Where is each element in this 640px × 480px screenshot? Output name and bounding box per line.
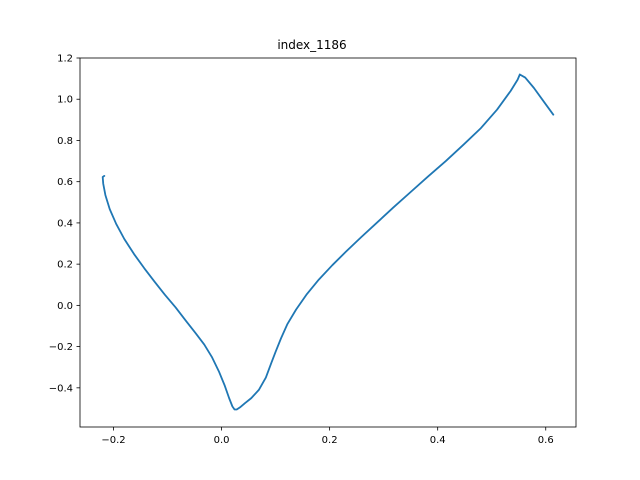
y-tick-label: 1.2 — [57, 54, 73, 65]
x-tick-label: 0.2 — [322, 435, 338, 446]
x-tick-label: 0.4 — [430, 435, 446, 446]
y-tick-label: 1.0 — [57, 95, 73, 106]
y-tick-label: 0.0 — [57, 301, 73, 312]
series-line — [101, 73, 555, 411]
x-tick-label: 0.0 — [214, 435, 230, 446]
y-tick-label: −0.4 — [49, 383, 73, 394]
y-tick-label: 0.6 — [57, 177, 73, 188]
series-layer — [101, 73, 555, 411]
y-tick-label: −0.2 — [49, 342, 73, 353]
y-axis-ticks: −0.4 −0.2 0.0 0.2 0.4 0.6 0.8 1.0 1.2 — [49, 54, 80, 394]
x-axis-ticks: −0.2 0.0 0.2 0.4 0.6 — [101, 427, 554, 446]
chart-title: index_1186 — [277, 38, 346, 52]
y-tick-label: 0.4 — [57, 218, 73, 229]
x-tick-label: 0.6 — [538, 435, 554, 446]
y-tick-label: 0.2 — [57, 260, 73, 271]
plot-frame — [79, 57, 577, 428]
x-tick-label: −0.2 — [101, 435, 125, 446]
y-tick-label: 0.8 — [57, 136, 73, 147]
